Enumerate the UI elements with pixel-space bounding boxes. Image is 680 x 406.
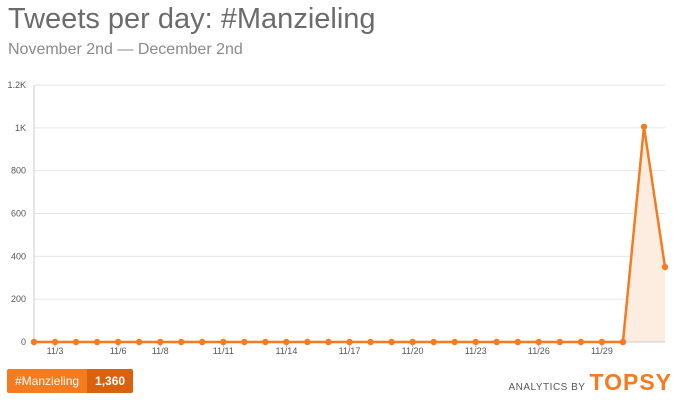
x-tick-label: 11/6: [110, 346, 127, 356]
y-tick-label: 400: [11, 251, 26, 261]
data-point: [220, 338, 227, 346]
data-point: [619, 338, 627, 346]
data-point: [262, 338, 269, 346]
legend-series-count: 1,360: [87, 369, 134, 393]
x-tick-label: 11/3: [47, 346, 64, 356]
x-tick-label: 11/8: [152, 346, 169, 356]
data-point: [409, 338, 416, 346]
data-point: [493, 338, 500, 346]
data-point: [535, 338, 542, 346]
x-tick-label: 11/17: [339, 346, 361, 356]
y-tick-label: 1.2K: [7, 80, 26, 90]
topsy-logo: TOPSY: [589, 369, 672, 395]
data-point: [72, 338, 80, 346]
legend-series-name: #Manzieling: [7, 369, 88, 393]
data-point: [661, 263, 669, 271]
data-point: [430, 338, 437, 346]
data-point: [388, 338, 395, 346]
x-tick-label: 11/26: [528, 346, 550, 356]
x-tick-label: 11/29: [591, 346, 613, 356]
data-point: [514, 338, 521, 346]
legend-series-button[interactable]: #Manzieling 1,360: [7, 369, 134, 393]
y-tick-label: 1K: [15, 123, 26, 133]
data-point: [157, 338, 164, 346]
series-line: [34, 125, 667, 344]
page-title: Tweets per day: #Manzieling: [8, 3, 376, 35]
attribution-prefix: ANALYTICS BY: [508, 382, 586, 393]
data-point: [283, 338, 290, 346]
data-point: [304, 338, 311, 346]
data-point: [30, 338, 38, 346]
data-point: [451, 338, 458, 346]
x-tick-label: 11/11: [213, 346, 234, 356]
x-tick-label: 11/20: [402, 346, 424, 356]
data-point: [367, 338, 374, 346]
x-tick-label: 11/14: [275, 346, 297, 356]
data-point: [346, 338, 353, 346]
data-point: [199, 338, 206, 346]
y-tick-label: 200: [11, 294, 26, 304]
data-point: [556, 338, 564, 346]
y-tick-label: 800: [11, 166, 26, 176]
data-point: [598, 338, 606, 346]
data-point: [178, 338, 185, 346]
data-point: [241, 338, 248, 346]
series-area-fill: [34, 126, 665, 342]
y-tick-label: 600: [11, 209, 26, 219]
page-subtitle: November 2nd — December 2nd: [8, 41, 243, 58]
data-point: [93, 338, 101, 346]
data-point: [640, 123, 648, 130]
x-tick-label: 11/23: [465, 346, 487, 356]
data-point: [135, 338, 143, 346]
y-tick-label: 0: [21, 337, 26, 347]
data-point: [325, 338, 332, 346]
topsy-attribution[interactable]: ANALYTICS BY TOPSY: [509, 369, 673, 396]
data-point: [114, 338, 122, 346]
data-point: [472, 338, 479, 346]
data-point: [51, 338, 59, 346]
data-point: [577, 338, 585, 346]
